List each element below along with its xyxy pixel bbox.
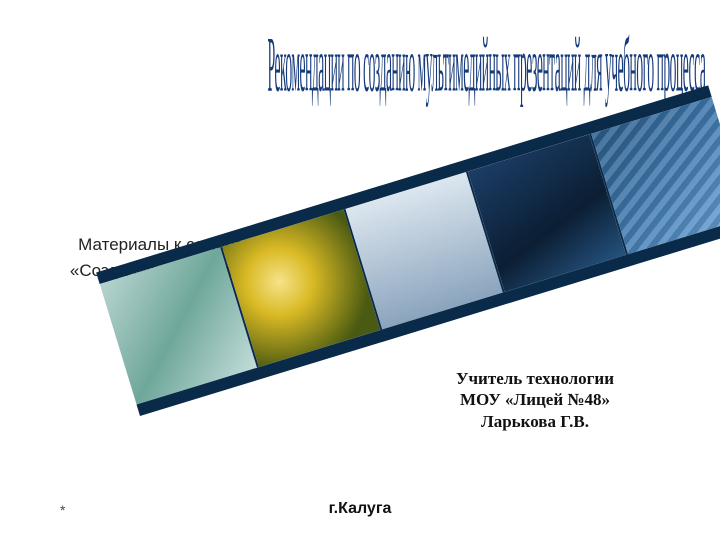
slide-title: Рекомендации по созданию мультимедийных …: [0, 50, 720, 84]
photo-strip: [96, 85, 720, 416]
slide-title-text: Рекомендации по созданию мультимедийных …: [268, 23, 706, 111]
footnote-mark: *: [60, 502, 65, 518]
teacher-block: Учитель технологии МОУ «Лицей №48» Ларьк…: [410, 368, 660, 432]
teacher-line2: МОУ «Лицей №48»: [410, 389, 660, 410]
teacher-line1: Учитель технологии: [410, 368, 660, 389]
teacher-line3: Ларькова Г.В.: [410, 411, 660, 432]
slide: Рекомендации по созданию мультимедийных …: [0, 0, 720, 540]
city-label: г.Калуга: [0, 500, 720, 518]
